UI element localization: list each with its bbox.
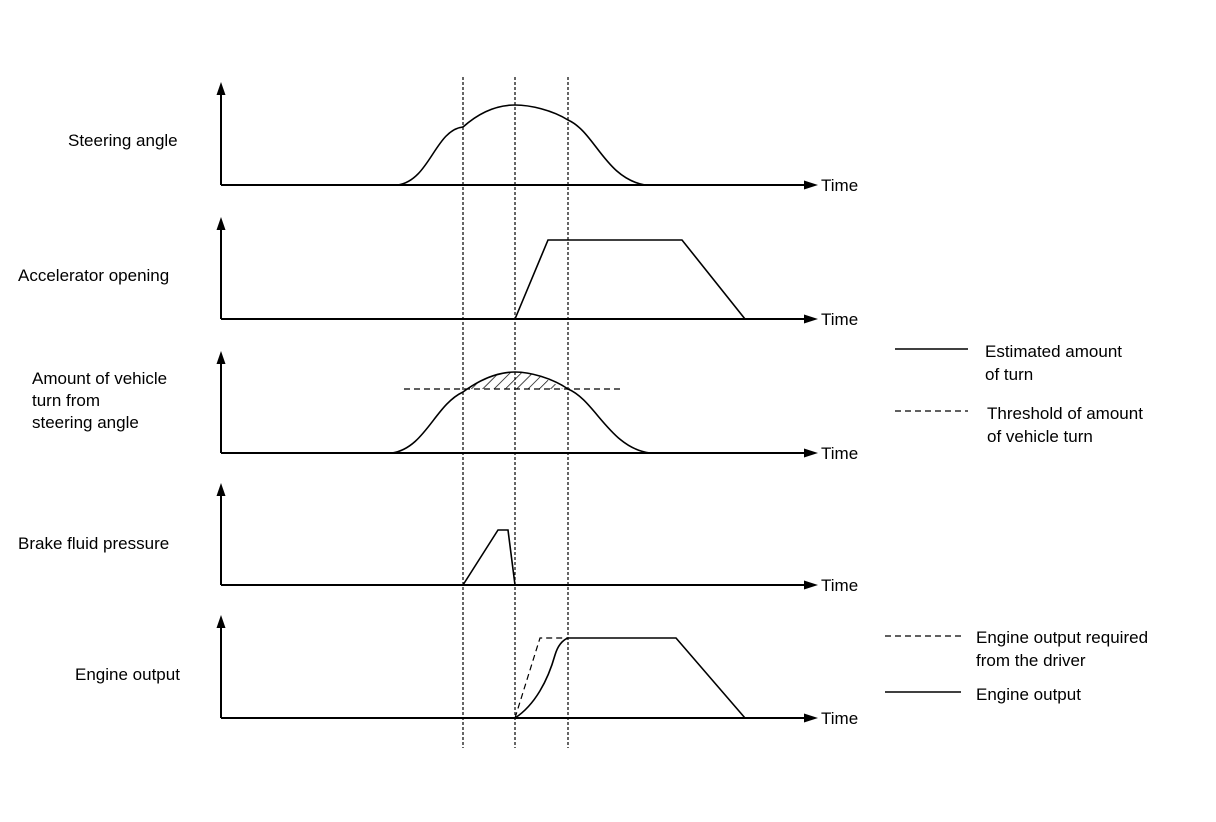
engine-time-label: Time (821, 709, 858, 728)
legend-engine-output: Engine output (976, 685, 1081, 704)
vehicle-turn-label-line1: Amount of vehicle (32, 369, 167, 388)
engine-legend: Engine output required from the driver E… (885, 628, 1148, 704)
accelerator-opening-curve (514, 239, 746, 320)
engine-required-curve (514, 637, 568, 719)
accelerator-x-arrow (804, 314, 818, 324)
brake-x-arrow (804, 580, 818, 590)
legend-estimated-line2: of turn (985, 365, 1033, 384)
vehicle-turn-label-line2: turn from (32, 391, 100, 410)
vehicle-turn-curve (391, 371, 651, 454)
steering-angle-label: Steering angle (68, 131, 178, 150)
legend-estimated-line1: Estimated amount (985, 342, 1122, 361)
steering-angle-row: Steering angle Time (68, 82, 858, 195)
vehicle-turn-time-label: Time (821, 444, 858, 463)
engine-x-arrow (804, 713, 818, 723)
brake-fluid-curve (462, 529, 516, 586)
legend-threshold-line1: Threshold of amount (987, 404, 1143, 423)
vehicle-turn-row: Amount of vehicle turn from steering ang… (32, 351, 858, 463)
vehicle-turn-hatched-area (468, 372, 563, 389)
legend-engine-required-line1: Engine output required (976, 628, 1148, 647)
steering-angle-curve (397, 104, 646, 186)
steering-time-label: Time (821, 176, 858, 195)
legend-engine-required-line2: from the driver (976, 651, 1086, 670)
engine-output-curve (514, 637, 746, 719)
vehicle-turn-x-arrow (804, 448, 818, 458)
vehicle-turn-label-line3: steering angle (32, 413, 139, 432)
legend-threshold-line2: of vehicle turn (987, 427, 1093, 446)
accelerator-y-arrow (216, 217, 226, 230)
vehicle-turn-legend: Estimated amount of turn Threshold of am… (895, 342, 1143, 446)
vehicle-turn-y-arrow (216, 351, 226, 364)
brake-time-label: Time (821, 576, 858, 595)
accelerator-opening-row: Accelerator opening Time (18, 217, 858, 329)
engine-output-label: Engine output (75, 665, 180, 684)
accelerator-time-label: Time (821, 310, 858, 329)
brake-y-arrow (216, 483, 226, 496)
steering-x-arrow (804, 180, 818, 190)
engine-output-row: Engine output Time (75, 615, 858, 728)
brake-fluid-row: Brake fluid pressure Time (18, 483, 858, 595)
engine-y-arrow (216, 615, 226, 628)
steering-y-arrow (216, 82, 226, 95)
accelerator-opening-label: Accelerator opening (18, 266, 169, 285)
brake-fluid-label: Brake fluid pressure (18, 534, 169, 553)
